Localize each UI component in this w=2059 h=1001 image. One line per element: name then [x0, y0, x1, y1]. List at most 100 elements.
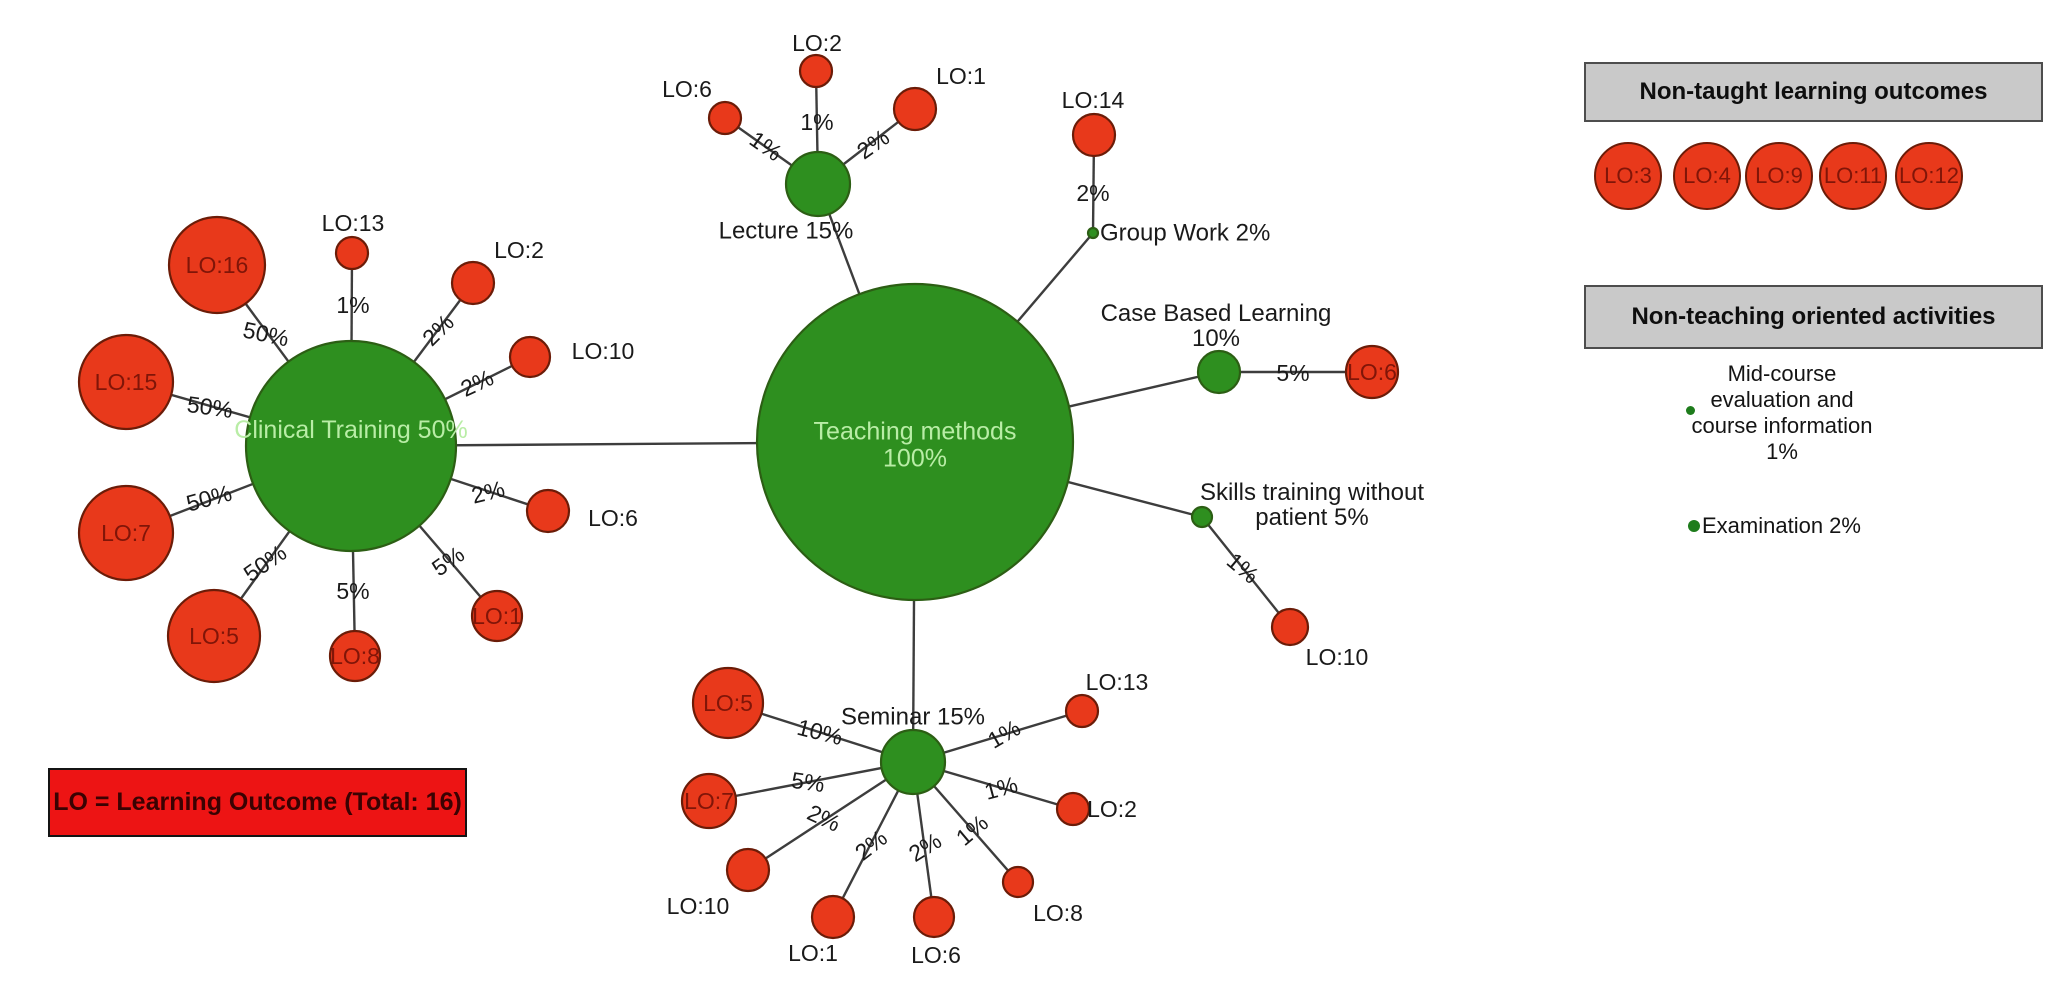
node-label-sem_lo2: LO:2	[1087, 796, 1137, 822]
node-label-sem_lo7: LO:7	[684, 788, 734, 814]
node-cl_lo10	[508, 335, 552, 379]
non-taught-circle-lo-4: LO:4	[1673, 142, 1741, 210]
edge-label-clinical-cl_lo16: 50%	[241, 316, 291, 351]
node-skills	[1190, 505, 1214, 529]
node-cl_lo6	[525, 488, 571, 534]
node-label-teaching: Teaching methods 100%	[814, 418, 1017, 473]
node-label-cl_lo16: LO:16	[186, 252, 249, 278]
node-label-cl_lo1: LO:1	[472, 603, 522, 629]
node-clinical	[244, 339, 458, 553]
node-cl_lo5	[166, 588, 262, 684]
legend-box: LO = Learning Outcome (Total: 16)	[48, 768, 467, 837]
node-cl_lo15	[77, 333, 175, 431]
node-seminar	[879, 728, 947, 796]
node-teaching	[755, 282, 1075, 602]
node-cl_lo1	[470, 589, 524, 643]
edge-label-seminar-sem_lo5: 10%	[795, 714, 846, 750]
node-label-cbl: Case Based Learning 10%	[1101, 300, 1332, 352]
node-cbl_lo6	[1344, 344, 1400, 400]
node-label-skills: Skills training without patient 5%	[1200, 479, 1424, 531]
node-sem_lo1	[810, 894, 856, 940]
node-label-cl_lo6: LO:6	[588, 505, 638, 531]
examination-dot-icon	[1688, 520, 1700, 532]
node-label-cl_lo5: LO:5	[189, 623, 239, 649]
edge-label-seminar-sem_lo10: 2%	[803, 799, 844, 837]
node-sem_lo10	[725, 847, 771, 893]
non-taught-header: Non-taught learning outcomes	[1584, 62, 2043, 122]
edge-seminar-sem_lo7	[708, 760, 914, 803]
node-label-lec_lo2: LO:2	[792, 30, 842, 56]
edge-label-seminar-sem_lo1: 2%	[850, 825, 892, 866]
edge-skills-sk_lo10	[1201, 516, 1291, 628]
node-groupwork	[1086, 226, 1100, 240]
edge-label-lecture-lec_lo6: 1%	[745, 126, 787, 166]
node-sk_lo10	[1270, 607, 1310, 647]
legend-label: LO = Learning Outcome (Total: 16)	[53, 788, 462, 816]
edge-label-groupwork-gw_lo14: 2%	[1076, 180, 1109, 206]
node-label-lecture: Lecture 15%	[719, 218, 854, 245]
node-sem_lo13	[1064, 693, 1100, 729]
node-label-sem_lo1: LO:1	[788, 940, 838, 966]
edge-label-clinical-cl_lo13: 1%	[336, 292, 369, 318]
node-label-sk_lo10: LO:10	[1306, 644, 1369, 670]
edge-label-seminar-sem_lo2: 1%	[982, 771, 1021, 805]
non-taught-circle-lo-3: LO:3	[1594, 142, 1662, 210]
node-lecture	[784, 150, 852, 218]
non-taught-circle-lo-12: LO:12	[1895, 142, 1963, 210]
node-label-sem_lo6: LO:6	[911, 942, 961, 968]
edge-label-skills-sk_lo10: 1%	[1222, 547, 1264, 588]
node-cl_lo16	[167, 215, 267, 315]
node-sem_lo8	[1001, 865, 1035, 899]
node-sem_lo2	[1055, 791, 1091, 827]
node-label-cl_lo7: LO:7	[101, 520, 151, 546]
edge-label-clinical-cl_lo7: 50%	[183, 479, 234, 516]
edge-label-seminar-sem_lo13: 1%	[983, 714, 1025, 753]
node-label-clinical: Clinical Training 50%	[234, 416, 467, 444]
node-label-cl_lo8: LO:8	[330, 643, 380, 669]
node-cl_lo8	[328, 629, 382, 683]
node-lec_lo1	[892, 86, 938, 132]
edge-label-clinical-cl_lo5: 50%	[239, 539, 292, 587]
node-sem_lo6	[912, 895, 956, 939]
node-label-cbl_lo6: LO:6	[1347, 359, 1397, 385]
edge-label-seminar-sem_lo7: 5%	[790, 767, 827, 797]
edge-label-seminar-sem_lo6: 2%	[904, 827, 946, 867]
node-cbl	[1196, 349, 1242, 395]
edge-label-lecture-lec_lo2: 1%	[800, 109, 833, 135]
node-label-cl_lo15: LO:15	[95, 369, 158, 395]
node-label-cl_lo13: LO:13	[322, 210, 385, 236]
activity-midcourse-label: Mid-course evaluation and course informa…	[1691, 361, 1873, 464]
node-lec_lo6	[707, 100, 743, 136]
node-lec_lo2	[798, 53, 834, 89]
node-label-sem_lo10: LO:10	[667, 893, 730, 919]
node-label-sem_lo5: LO:5	[703, 690, 753, 716]
edge-label-clinical-cl_lo8: 5%	[336, 578, 369, 604]
edge-label-clinical-cl_lo6: 2%	[469, 475, 508, 508]
node-label-cl_lo10: LO:10	[572, 338, 635, 364]
edge-label-clinical-cl_lo10: 2%	[456, 364, 497, 402]
node-label-seminar: Seminar 15%	[841, 704, 985, 731]
node-cl_lo13	[334, 235, 370, 271]
node-sem_lo5	[691, 666, 765, 740]
node-label-lec_lo1: LO:1	[936, 63, 986, 89]
non-taught-circle-lo-9: LO:9	[1745, 142, 1813, 210]
node-label-sem_lo8: LO:8	[1033, 900, 1083, 926]
edge-label-clinical-cl_lo15: 50%	[185, 391, 234, 423]
edge-label-clinical-cl_lo2: 2%	[417, 309, 459, 351]
node-gw_lo14	[1071, 112, 1117, 158]
node-label-cl_lo2: LO:2	[494, 237, 544, 263]
midcourse-dot-icon	[1686, 406, 1695, 415]
node-label-gw_lo14: LO:14	[1062, 87, 1125, 113]
node-label-lec_lo6: LO:6	[662, 76, 712, 102]
non-taught-header-label: Non-taught learning outcomes	[1639, 78, 1988, 105]
non-taught-circle-lo-11: LO:11	[1819, 142, 1887, 210]
non-teaching-header: Non-teaching oriented activities	[1584, 285, 2043, 349]
non-teaching-header-label: Non-teaching oriented activities	[1631, 303, 1996, 330]
node-label-sem_lo13: LO:13	[1086, 669, 1149, 695]
node-cl_lo2	[450, 260, 496, 306]
node-label-groupwork: Group Work 2%	[1100, 220, 1270, 247]
edge-label-cbl-cbl_lo6: 5%	[1276, 360, 1309, 386]
edge-label-seminar-sem_lo8: 1%	[951, 809, 993, 850]
